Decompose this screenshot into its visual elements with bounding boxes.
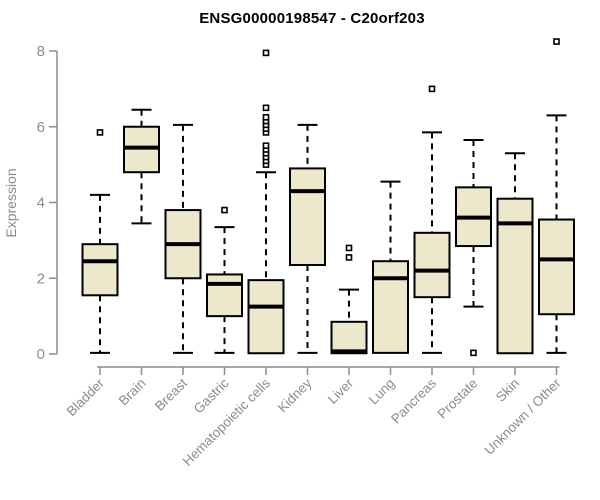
x-tick-label-unknown-other: Unknown / Other [481, 375, 564, 458]
y-tick-label-0: 0 [37, 346, 45, 363]
y-tick-label-2: 2 [37, 270, 45, 287]
y-tick-label-6: 6 [37, 119, 45, 136]
x-tick-label-pancreas: Pancreas [388, 375, 439, 426]
y-axis-title: Expression [3, 168, 19, 237]
x-tick-label-prostate: Prostate [434, 376, 480, 422]
x-tick-label-liver: Liver [325, 375, 357, 407]
outlier-prostate [470, 349, 477, 357]
x-tick-label-brain: Brain [116, 376, 149, 409]
outlier-unknown-other [553, 38, 560, 45]
box-kidney [289, 167, 326, 266]
y-tick-label-4: 4 [37, 195, 45, 212]
outlier-hematopoietic-cells [262, 113, 270, 121]
box-liver [330, 320, 368, 355]
x-tick-label-breast: Breast [152, 375, 190, 413]
box-unknown-other [538, 218, 575, 316]
outlier-hematopoietic-cells [262, 49, 270, 57]
box-lung [372, 260, 409, 354]
box-bladder [81, 243, 119, 297]
x-tick-label-gastric: Gastric [191, 375, 232, 416]
x-tick-label-lung: Lung [366, 376, 398, 408]
outlier-pancreas [428, 85, 436, 93]
box-hematopoietic-cells [247, 279, 285, 355]
outlier-gastric [221, 206, 228, 214]
y-tick-label-8: 8 [37, 43, 45, 60]
outlier-hematopoietic-cells [262, 104, 270, 112]
x-tick-label-kidney: Kidney [275, 375, 315, 415]
x-tick-label-bladder: Bladder [64, 375, 108, 419]
chart-title: ENSG00000198547 - C20orf203 [199, 10, 425, 27]
outlier-liver [345, 254, 353, 261]
x-tick-label-skin: Skin [493, 376, 522, 405]
outlier-hematopoietic-cells [262, 142, 270, 149]
box-gastric [206, 273, 243, 318]
box-pancreas [413, 231, 451, 299]
outlier-bladder [96, 129, 104, 136]
outlier-liver [345, 244, 353, 252]
